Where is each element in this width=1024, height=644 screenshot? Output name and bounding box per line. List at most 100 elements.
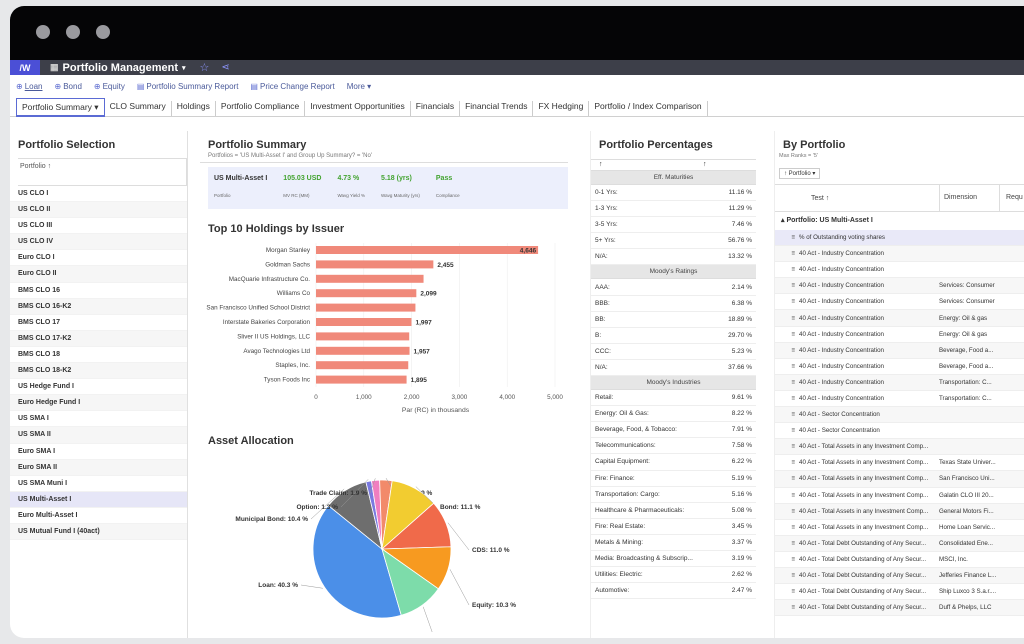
drag-handle-icon[interactable]: ≡ — [791, 298, 795, 306]
bar[interactable] — [316, 375, 407, 384]
bar[interactable] — [316, 246, 539, 254]
portfolio-list-item[interactable]: US CLO II — [10, 202, 187, 219]
compliance-test-row[interactable]: ≡ 40 Act - Total Assets in any Investment… — [775, 520, 1024, 536]
bar[interactable] — [316, 318, 412, 326]
window-dot-minimize[interactable] — [66, 25, 80, 39]
drag-handle-icon[interactable]: ≡ — [791, 362, 795, 370]
star-icon[interactable]: ☆ — [199, 62, 210, 74]
bond-button[interactable]: ⊕ Bond — [54, 81, 82, 91]
portfolio-list-item[interactable]: Euro SMA I — [10, 444, 187, 460]
drag-handle-icon[interactable]: ≡ — [791, 491, 795, 499]
equity-button[interactable]: ⊕ Equity — [93, 81, 125, 91]
compliance-test-row[interactable]: ≡ 40 Act - Total Debt Outstanding of Any … — [775, 552, 1024, 568]
more-menu[interactable]: More ▾ — [346, 81, 372, 91]
compliance-test-row[interactable]: ≡ 40 Act - Total Debt Outstanding of Any … — [775, 584, 1024, 601]
drag-handle-icon[interactable]: ≡ — [791, 330, 795, 338]
bar[interactable] — [316, 289, 417, 298]
portfolio-list-item[interactable]: US CLO IV — [10, 234, 187, 251]
compliance-test-row[interactable]: ≡ 40 Act - Total Assets in any Investment… — [775, 471, 1024, 488]
portfolio-list-item[interactable]: US Hedge Fund I — [10, 379, 187, 396]
tab-6[interactable]: Financial Trends — [460, 101, 534, 116]
compliance-test-row[interactable]: ≡ 40 Act - Industry Concentration Services… — [775, 278, 1024, 295]
drag-handle-icon[interactable]: ≡ — [791, 604, 795, 612]
portfolio-list-item[interactable]: Euro Multi-Asset I — [10, 508, 187, 524]
drag-handle-icon[interactable]: ≡ — [791, 572, 795, 580]
compliance-test-row[interactable]: ≡ 40 Act - Sector Concentration — [775, 423, 1024, 440]
bar[interactable] — [316, 303, 416, 312]
tab-3[interactable]: Portfolio Compliance — [216, 101, 306, 116]
compliance-test-row[interactable]: ≡ % of Outstanding voting shares — [775, 230, 1024, 247]
bar[interactable] — [316, 274, 424, 283]
window-dot-close[interactable] — [36, 25, 50, 39]
drag-handle-icon[interactable]: ≡ — [791, 588, 795, 596]
drag-handle-icon[interactable]: ≡ — [791, 507, 795, 515]
drag-handle-icon[interactable]: ≡ — [791, 314, 795, 322]
bar[interactable] — [316, 346, 410, 355]
drag-handle-icon[interactable]: ≡ — [791, 459, 795, 467]
dimension-column-header[interactable]: Dimension — [939, 184, 999, 212]
tab-0[interactable]: Portfolio Summary ▾ — [16, 98, 105, 117]
drag-handle-icon[interactable]: ≡ — [791, 427, 795, 435]
portfolio-list-item[interactable]: US SMA Muni I — [10, 476, 187, 492]
price-change-report-button[interactable]: ▤ Price Change Report — [250, 81, 335, 91]
portfolio-list-item[interactable]: US SMA II — [10, 427, 187, 444]
portfolio-list-item[interactable]: Euro Hedge Fund I — [10, 395, 187, 412]
portfolio-group-chip[interactable]: ↑ Portfolio ▾ — [779, 168, 821, 179]
drag-handle-icon[interactable]: ≡ — [791, 411, 795, 419]
tab-7[interactable]: FX Hedging — [533, 101, 590, 116]
app-menu[interactable]: ▦ Portfolio Management ▾ — [50, 62, 186, 74]
portfolio-list-item[interactable]: BMS CLO 18-K2 — [10, 363, 187, 380]
portfolio-list-item[interactable]: US CLO I — [10, 186, 187, 203]
compliance-test-row[interactable]: ≡ 40 Act - Total Debt Outstanding of Any … — [775, 535, 1024, 552]
bar[interactable] — [316, 361, 409, 370]
drag-handle-icon[interactable]: ≡ — [791, 378, 795, 386]
compliance-test-row[interactable]: ≡ 40 Act - Total Assets in any Investment… — [775, 439, 1024, 456]
portfolio-list-item[interactable]: US Mutual Fund I (40act) — [10, 523, 187, 541]
portfolio-list-item[interactable]: BMS CLO 16-K2 — [10, 298, 187, 315]
drag-handle-icon[interactable]: ≡ — [791, 346, 795, 354]
compliance-test-row[interactable]: ≡ 40 Act - Industry Concentration Transpor… — [775, 374, 1024, 391]
compliance-test-row[interactable]: ≡ 40 Act - Total Assets in any Investment… — [775, 455, 1024, 472]
pie-slice[interactable] — [381, 548, 439, 616]
drag-handle-icon[interactable]: ≡ — [791, 282, 795, 290]
compliance-test-row[interactable]: ≡ 40 Act - Total Debt Outstanding of Any … — [775, 567, 1024, 585]
portfolio-list-item[interactable]: BMS CLO 16 — [10, 283, 187, 299]
requirement-column-header[interactable]: Requ — [999, 184, 1023, 212]
tab-1[interactable]: CLO Summary — [105, 101, 172, 116]
portfolio-list-item[interactable]: BMS CLO 17-K2 — [10, 330, 187, 347]
drag-handle-icon[interactable]: ≡ — [791, 266, 795, 274]
portfolio-list-item[interactable]: US Multi-Asset I — [10, 491, 187, 508]
compliance-test-row[interactable]: ≡ 40 Act - Industry Concentration Energy: … — [775, 327, 1024, 343]
compliance-test-row[interactable]: ≡ 40 Act - Industry Concentration Services… — [775, 294, 1024, 311]
portfolio-list-item[interactable]: US SMA I — [10, 411, 187, 428]
test-column-header[interactable]: Test ↑ — [811, 194, 830, 202]
compliance-test-row[interactable]: ≡ 40 Act - Industry Concentration Energy: … — [775, 310, 1024, 327]
drag-handle-icon[interactable]: ≡ — [791, 539, 795, 547]
portfolio-group-row[interactable]: ▴ Portfolio: US Multi-Asset I — [781, 217, 873, 224]
percentages-header[interactable]: ↑ ↑ — [591, 159, 756, 171]
pie-slice[interactable] — [312, 504, 402, 619]
compliance-test-row[interactable]: ≡ 40 Act - Total Assets in any Investment… — [775, 488, 1024, 504]
loan-button[interactable]: ⊕ Loan — [16, 81, 43, 91]
drag-handle-icon[interactable]: ≡ — [791, 234, 795, 242]
drag-handle-icon[interactable]: ≡ — [791, 555, 795, 563]
tab-5[interactable]: Financials — [411, 101, 461, 116]
compliance-test-row[interactable]: ≡ 40 Act - Industry Concentration Transpor… — [775, 391, 1024, 408]
tab-8[interactable]: Portfolio / Index Comparison — [589, 101, 708, 116]
share-icon[interactable]: ⋖ — [221, 62, 230, 73]
portfolio-list-item[interactable]: BMS CLO 17 — [10, 315, 187, 331]
compliance-test-row[interactable]: ≡ 40 Act - Industry Concentration Beverage… — [775, 342, 1024, 359]
compliance-test-row[interactable]: ≡ 40 Act - Total Assets in any Investment… — [775, 503, 1024, 520]
portfolio-column-header[interactable]: Portfolio ↑ — [18, 158, 187, 186]
summary-report-button[interactable]: ▤ Portfolio Summary Report — [136, 81, 239, 91]
bar[interactable] — [316, 260, 434, 269]
portfolio-list-item[interactable]: BMS CLO 18 — [10, 347, 187, 364]
compliance-test-row[interactable]: ≡ 40 Act - Industry Concentration — [775, 246, 1024, 263]
bar[interactable] — [316, 332, 410, 341]
drag-handle-icon[interactable]: ≡ — [791, 394, 795, 402]
compliance-test-row[interactable]: ≡ 40 Act - Industry Concentration — [775, 262, 1024, 279]
compliance-test-row[interactable]: ≡ 40 Act - Sector Concentration — [775, 407, 1024, 424]
tab-4[interactable]: Investment Opportunities — [305, 101, 411, 116]
window-dot-maximize[interactable] — [96, 25, 110, 39]
drag-handle-icon[interactable]: ≡ — [791, 475, 795, 483]
